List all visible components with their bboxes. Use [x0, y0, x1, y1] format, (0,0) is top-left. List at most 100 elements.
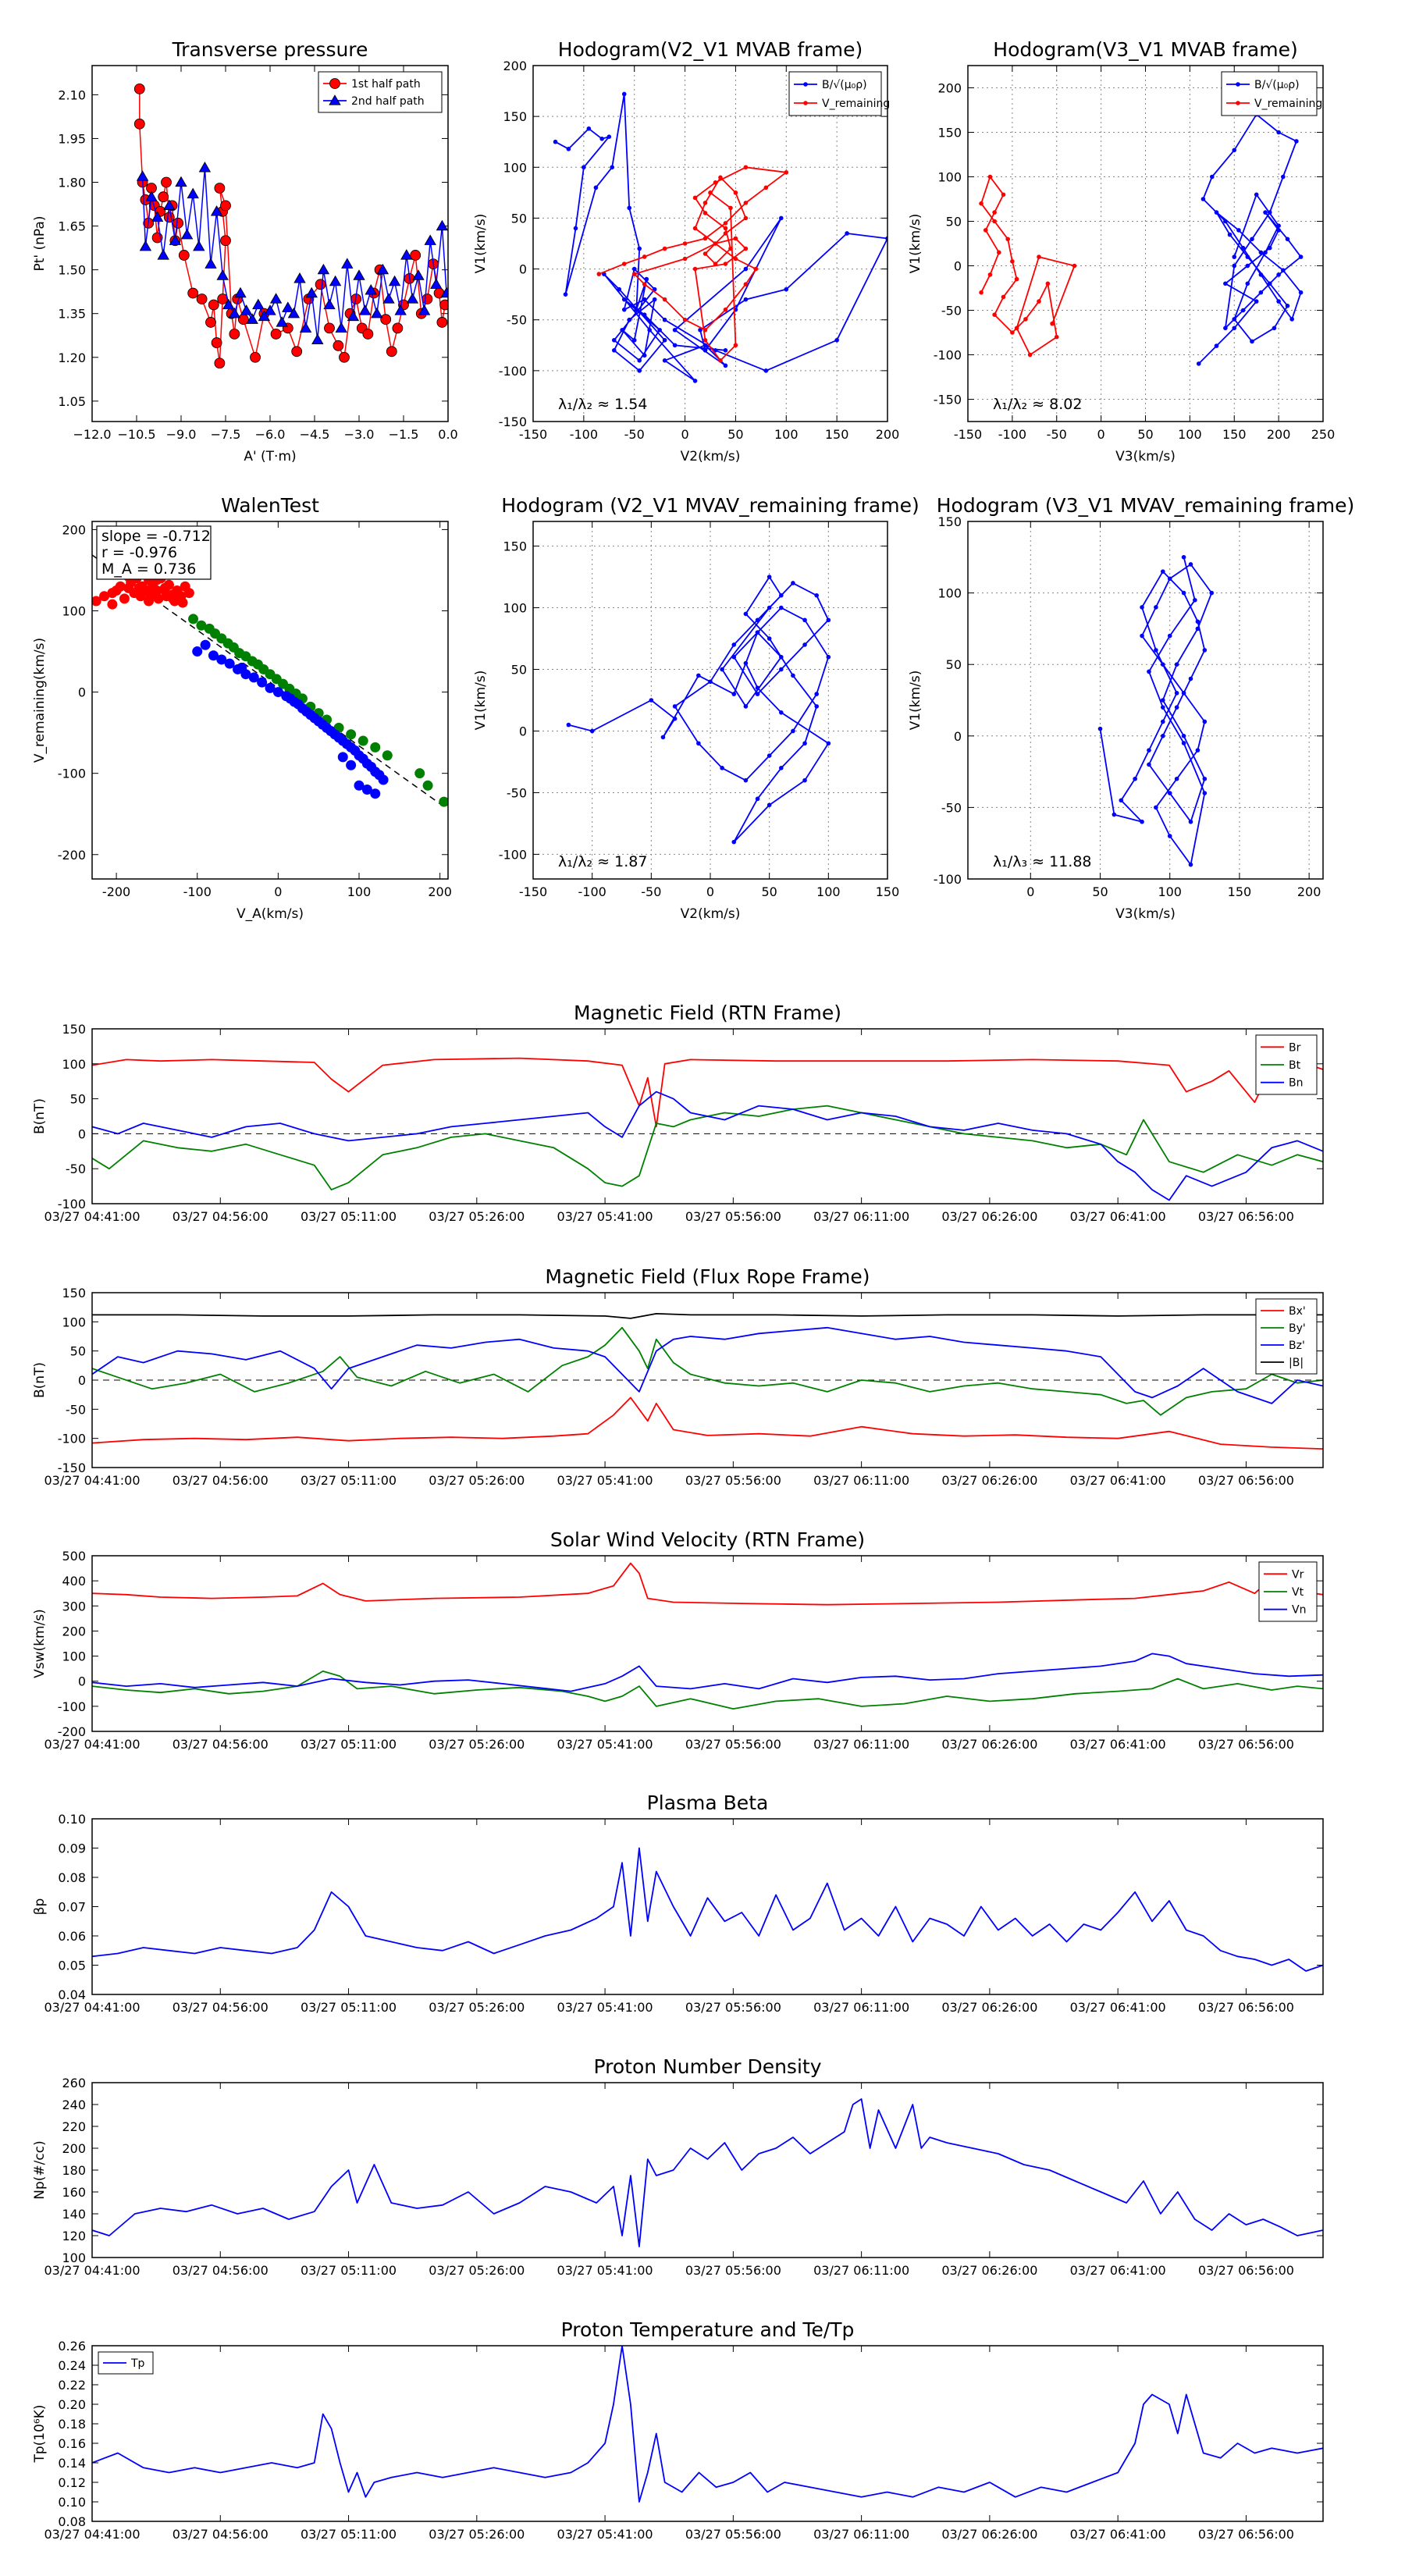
point-0-38 — [324, 322, 335, 334]
point-0-24 — [791, 728, 795, 734]
y-tick-label: 150 — [62, 1022, 86, 1037]
point-1-1 — [196, 620, 207, 631]
legend-label: Tp — [130, 2357, 145, 2370]
point-1-41 — [376, 263, 389, 275]
point-1-27 — [422, 780, 433, 791]
series-line-0 — [92, 2098, 1323, 2247]
y-tick-label: 0 — [954, 259, 962, 274]
point-0-18 — [1167, 791, 1172, 795]
point-0-34 — [767, 575, 772, 579]
point-0-5 — [1147, 748, 1151, 753]
point-0-45 — [1254, 192, 1259, 197]
legend-label: Bx' — [1289, 1305, 1306, 1318]
point-0-19 — [755, 630, 760, 635]
point-0-4 — [115, 581, 126, 592]
legend-box — [1255, 1298, 1318, 1375]
stats-box — [96, 525, 212, 580]
point-0-43 — [767, 802, 772, 808]
point-1-22 — [1072, 263, 1077, 269]
chart-h31: Hodogram(V3_V1 MVAB frame) -150 -100 -50 0 50… — [908, 38, 1335, 464]
point-0-0 — [92, 596, 101, 607]
y-tick-label: 0.22 — [58, 2378, 86, 2393]
x-tick-label: 03/27 06:56:00 — [1198, 2000, 1294, 2015]
legend-label: 2nd half path — [351, 95, 425, 108]
point-0-17 — [1267, 210, 1272, 215]
series-line-1 — [92, 1670, 1323, 1710]
point-0-12 — [1258, 290, 1264, 295]
point-1-49 — [424, 234, 436, 245]
point-0-31 — [743, 266, 749, 272]
x-tick-label: 150 — [1222, 427, 1247, 442]
point-0-40 — [779, 766, 784, 770]
x-tick-label: 03/27 04:41:00 — [44, 1209, 140, 1224]
point-0-24 — [1200, 197, 1206, 201]
point-0-18 — [652, 297, 657, 302]
point-0-41 — [1147, 669, 1151, 674]
point-0-23 — [220, 235, 231, 247]
point-1-41 — [718, 358, 723, 363]
point-0-42 — [1245, 281, 1250, 286]
x-axis-label: V3(km/s) — [1115, 449, 1176, 464]
y-tick-label: 200 — [62, 1624, 86, 1638]
y-tick-label: 260 — [62, 2076, 86, 2090]
x-axis-label: V_A(km/s) — [237, 906, 304, 922]
point-1-23 — [357, 735, 368, 746]
x-tick-label: 03/27 04:41:00 — [44, 2527, 140, 2542]
point-1-37 — [353, 269, 365, 280]
point-1-19 — [246, 313, 258, 324]
y-tick-label: 0.18 — [58, 2417, 86, 2432]
point-0-18 — [731, 654, 737, 660]
point-0-15 — [1232, 263, 1237, 269]
chart-h21: Hodogram(V2_V1 MVAB frame) -150 -100 -50 0 50… — [473, 38, 899, 464]
series-line-1 — [92, 1105, 1323, 1190]
y-tick-label: 0.09 — [58, 1841, 86, 1856]
legend-marker — [803, 101, 808, 105]
legend-label: B/√(μ₀ρ) — [1254, 79, 1300, 91]
point-1-27 — [293, 272, 306, 283]
point-0-35 — [698, 327, 702, 333]
x-tick-label: 03/27 06:41:00 — [1070, 1737, 1166, 1752]
x-tick-label: 03/27 06:26:00 — [941, 1737, 1037, 1752]
point-1-9 — [1005, 237, 1010, 242]
point-1-10 — [743, 165, 749, 170]
x-tick-label: 200 — [1297, 884, 1321, 899]
plot-area — [92, 557, 448, 807]
x-tick-label: 03/27 05:11:00 — [301, 1737, 397, 1752]
x-tick-label: 03/27 06:41:00 — [1070, 2263, 1166, 2278]
axes-frame — [91, 521, 449, 880]
x-tick-label: 50 — [1137, 427, 1153, 442]
point-0-8 — [1154, 648, 1158, 653]
point-0-37 — [168, 593, 179, 604]
x-tick-label: -50 — [624, 427, 645, 442]
series-line-2 — [92, 1653, 1323, 1692]
point-1-32 — [642, 282, 647, 286]
point-1-39 — [365, 283, 377, 295]
series-line-0 — [92, 1562, 1323, 1606]
x-tick-label: -200 — [102, 884, 130, 899]
y-tick-label: 0 — [78, 685, 86, 700]
point-0-38 — [1202, 791, 1208, 795]
x-tick-label: 03/27 05:56:00 — [685, 1473, 781, 1488]
x-tick-label: 03/27 06:11:00 — [813, 1473, 909, 1488]
point-1-14 — [723, 226, 728, 231]
point-1-11 — [1014, 276, 1019, 282]
point-0-28 — [696, 741, 701, 746]
point-0-7 — [1174, 691, 1179, 696]
point-0-23 — [1174, 662, 1179, 667]
point-0-13 — [814, 592, 819, 598]
x-tick-label: 03/27 06:56:00 — [1198, 2527, 1294, 2542]
point-0-35 — [1154, 805, 1158, 810]
point-0-47 — [755, 685, 760, 691]
chart-vsw: Solar Wind Velocity (RTN Frame) 03/27 04:… — [32, 1528, 1324, 1752]
point-1-30 — [311, 333, 324, 344]
x-tick-label: 03/27 04:41:00 — [44, 1473, 140, 1488]
point-1-34 — [682, 256, 688, 262]
point-1-29 — [702, 327, 708, 333]
y-tick-label: 0.06 — [58, 1929, 86, 1944]
x-tick-label: −1.5 — [389, 427, 419, 442]
point-1-7 — [175, 176, 187, 187]
x-tick-label: 03/27 04:56:00 — [173, 1209, 269, 1224]
x-tick-label: 03/27 05:56:00 — [685, 2263, 781, 2278]
x-tick-label: 150 — [825, 427, 849, 442]
stat-r: r = -0.976 — [101, 544, 177, 561]
